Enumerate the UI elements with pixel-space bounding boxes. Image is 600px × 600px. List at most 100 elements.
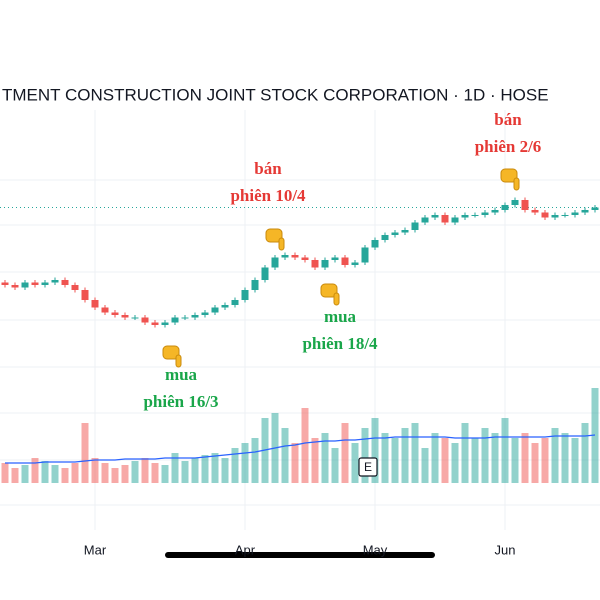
x-tick-label: Apr: [235, 542, 256, 557]
candle-body: [451, 217, 459, 223]
candle-body: [441, 215, 449, 223]
volume-bar: [41, 461, 49, 483]
candle-body: [201, 312, 209, 315]
volume-bar: [161, 465, 169, 483]
hand-icon: [162, 345, 182, 368]
volume-bar: [491, 433, 499, 483]
volume-bar: [311, 438, 319, 483]
candle-body: [271, 257, 279, 268]
volume-bar: [481, 428, 489, 483]
volume-bar: [321, 433, 329, 483]
volume-bar: [141, 458, 149, 483]
volume-bar: [131, 461, 139, 483]
candle-body: [181, 317, 189, 319]
candle-body: [461, 215, 469, 218]
hand-icon: [320, 283, 340, 306]
volume-bar: [391, 438, 399, 483]
candle-body: [151, 322, 159, 325]
volume-bar: [461, 423, 469, 483]
candle-body: [191, 315, 199, 318]
volume-bar: [171, 453, 179, 483]
volume-bar: [541, 438, 549, 483]
hand-finger: [278, 237, 285, 251]
candle-body: [31, 282, 39, 285]
candle-body: [471, 215, 479, 216]
annotation: phiên 10/4: [230, 186, 306, 205]
hand-finger: [175, 354, 182, 368]
candle-body: [481, 212, 489, 215]
volume-bar: [211, 453, 219, 483]
candle-body: [501, 205, 509, 210]
hand-palm: [265, 228, 283, 243]
candle-body: [541, 212, 549, 218]
volume-ma-line: [5, 434, 596, 464]
volume-bar: [421, 448, 429, 483]
volume-bar: [221, 458, 229, 483]
volume-bar: [361, 428, 369, 483]
candle-body: [241, 290, 249, 300]
volume-bar: [31, 458, 39, 483]
volume-bar: [451, 443, 459, 483]
candle-body: [91, 300, 99, 308]
candle-body: [491, 210, 499, 213]
candle-body: [51, 280, 59, 283]
volume-bar: [351, 443, 359, 483]
candle-body: [341, 257, 349, 265]
candle-body: [61, 280, 69, 285]
candle-body: [531, 210, 539, 213]
volume-bar: [251, 438, 259, 483]
candle-body: [281, 255, 289, 258]
hand-icon: [265, 228, 285, 251]
candle-body: [551, 215, 559, 218]
candle-body: [361, 247, 369, 263]
volume-bar: [71, 463, 79, 483]
volume-bar: [431, 433, 439, 483]
candle-body: [391, 232, 399, 235]
candle-body: [511, 200, 519, 205]
chart-title: TMENT CONSTRUCTION JOINT STOCK CORPORATI…: [2, 85, 549, 104]
volume-bar: [381, 433, 389, 483]
annotation: mua: [324, 307, 357, 326]
scrollbar[interactable]: [165, 552, 435, 558]
volume-bar: [91, 458, 99, 483]
candle-body: [111, 312, 119, 315]
volume-bar: [411, 423, 419, 483]
candle-body: [371, 240, 379, 248]
candle-body: [521, 200, 529, 210]
annotation: mua: [165, 365, 198, 384]
annotation: bán: [254, 159, 282, 178]
volume-bar: [471, 438, 479, 483]
volume-bar: [181, 461, 189, 483]
candle-body: [101, 307, 109, 313]
candle-body: [401, 230, 409, 233]
volume-bar: [571, 438, 579, 483]
candle-body: [71, 285, 79, 290]
candle-body: [291, 255, 299, 258]
candle-body: [251, 280, 259, 290]
volume-bar: [301, 408, 309, 483]
volume-bar: [241, 443, 249, 483]
volume-bar: [151, 463, 159, 483]
candle-body: [131, 317, 139, 319]
candle-body: [301, 257, 309, 260]
volume-bar: [341, 423, 349, 483]
volume-bar: [81, 423, 89, 483]
hand-icon: [500, 168, 520, 191]
badge-box: [358, 457, 378, 477]
volume-bar: [111, 468, 119, 483]
candle-body: [41, 282, 49, 285]
annotation: phiên 16/3: [143, 392, 218, 411]
candle-body: [81, 290, 89, 300]
candle-body: [351, 262, 359, 265]
volume-bar: [511, 438, 519, 483]
candle-body: [331, 257, 339, 260]
candle-body: [261, 267, 269, 280]
candle-body: [571, 212, 579, 215]
candle-body: [321, 260, 329, 268]
x-tick-label: Jun: [495, 542, 516, 557]
volume-bar: [521, 433, 529, 483]
volume-bar: [551, 428, 559, 483]
volume-bar: [201, 455, 209, 483]
